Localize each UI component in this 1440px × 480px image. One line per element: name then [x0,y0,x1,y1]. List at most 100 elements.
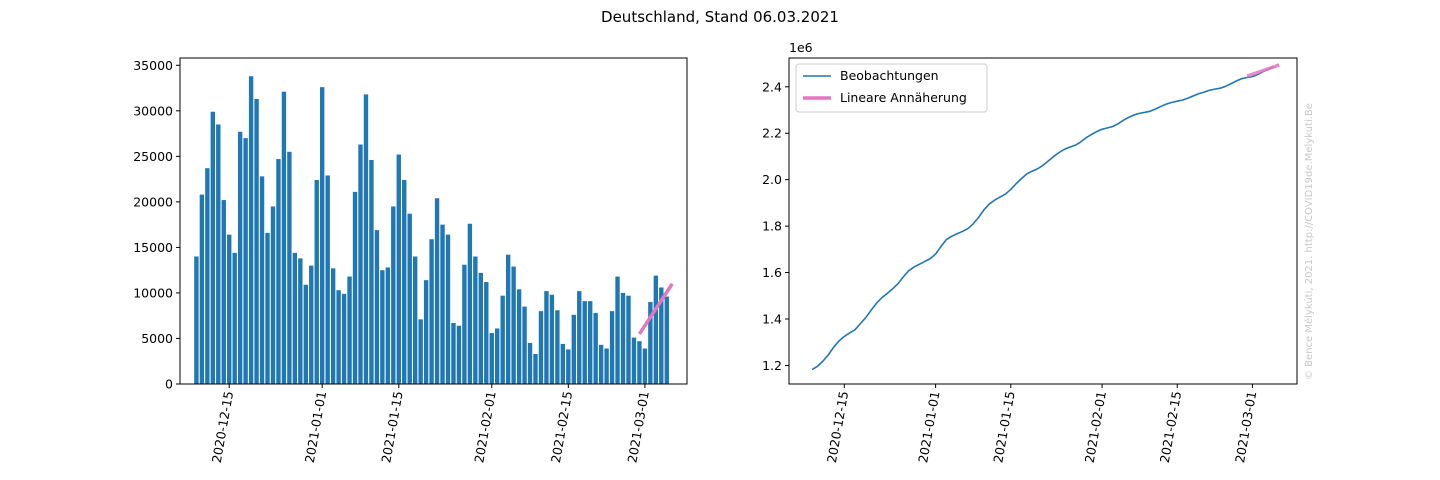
bar [276,159,281,384]
bar [385,267,391,384]
bar [243,138,248,384]
bar [505,254,511,384]
y-tick-label: 2.0 [762,172,782,187]
bar [456,325,462,384]
bar [418,319,423,384]
y-tick-label: 30000 [133,103,173,118]
bar [544,291,549,384]
bar [254,98,259,384]
bar [434,198,440,384]
bar [287,151,292,384]
bar [325,175,330,384]
x-tick-label: 2021-03-01 [1232,390,1259,464]
bar [227,234,232,384]
bar [653,275,659,384]
x-tick-label: 2021-02-15 [1157,390,1184,464]
bar [588,301,593,384]
legend-label-fit: Lineare Annäherung [840,90,967,105]
bar [593,312,598,384]
x-tick-label: 2021-01-01 [915,390,942,464]
figure-title: Deutschland, Stand 06.03.2021 [601,8,839,26]
bar [374,230,380,384]
x-tick-label: 2020-12-15 [824,390,851,464]
right-y-axis: 1.2 1.4 1.6 1.8 2.0 2.2 2.4 [762,79,789,373]
y-tick-label: 1.4 [762,311,782,326]
bar [205,168,210,384]
bar [527,343,533,384]
bar [445,234,451,384]
bar [538,311,544,384]
bar [216,124,221,384]
bar [451,322,456,384]
bar [642,348,648,384]
bar [598,344,604,384]
watermark-credit: © Bence Mélykúti, 2021. http://COVID19de… [1303,103,1315,380]
x-tick-label: 2021-01-15 [378,390,405,464]
bar [330,268,336,384]
y-tick-label: 2.2 [762,126,782,141]
bar [199,194,205,384]
x-tick-label: 2021-02-15 [548,390,575,464]
legend-label-observations: Beobachtungen [840,68,939,83]
fit-line-segment [1246,63,1280,78]
bar [582,301,587,384]
bar [516,289,522,384]
y-offset-label: 1e6 [789,40,813,55]
bar [631,337,637,384]
bar [380,270,385,384]
bar [440,224,445,384]
x-tick-label: 2021-03-01 [624,390,651,464]
y-tick-label: 10000 [133,285,173,300]
x-tick-label: 2020-12-15 [209,390,236,464]
bar [423,280,429,384]
bar [637,341,642,384]
bar [429,239,434,384]
y-tick-label: 15000 [133,240,173,255]
x-tick-label: 2021-02-01 [471,390,498,464]
bar [489,333,494,384]
left-axes-frame [179,57,688,385]
bar [626,295,631,384]
bar [615,276,620,384]
bar [265,232,270,384]
y-tick-label: 1.6 [762,265,782,280]
x-tick-label: 2021-01-15 [990,390,1017,464]
bar [659,287,664,384]
bar [341,293,347,384]
y-tick-label: 2.4 [762,79,782,94]
bar [484,282,489,384]
bar [221,200,226,384]
y-tick-label: 35000 [133,58,173,73]
bar [237,131,243,384]
bar [609,311,615,384]
bar [292,252,298,384]
bar [270,206,276,384]
bar [309,265,314,384]
bar [298,258,303,384]
bar [533,353,538,384]
x-tick-label: 2021-01-01 [302,390,329,464]
bar [259,176,265,384]
y-tick-label: 1.2 [762,358,782,373]
bar [467,223,473,384]
bar [664,296,669,384]
bar [314,180,319,384]
bar [210,111,216,384]
bar [369,159,374,384]
bar [352,191,358,384]
daily-cases-bar-chart: 0 5000 10000 15000 20000 25000 30000 35000 2020… [133,57,688,464]
bar [248,76,254,385]
bar [571,314,576,384]
y-tick-label: 1.8 [762,219,782,234]
bar [396,154,401,384]
bar [604,348,609,384]
fit-line-right [1246,63,1280,78]
bar [320,87,325,384]
bar [648,302,653,384]
y-tick-label: 0 [165,377,173,392]
bar [620,292,626,384]
cumulative-cases-line-chart: 1.2 1.4 1.6 1.8 2.0 2.2 2.4 2020-12-15 2021-01-… [762,40,1298,464]
bar [412,256,418,384]
fit-line-left [637,282,674,335]
legend: Beobachtungen Lineare Annäherung [795,63,988,113]
